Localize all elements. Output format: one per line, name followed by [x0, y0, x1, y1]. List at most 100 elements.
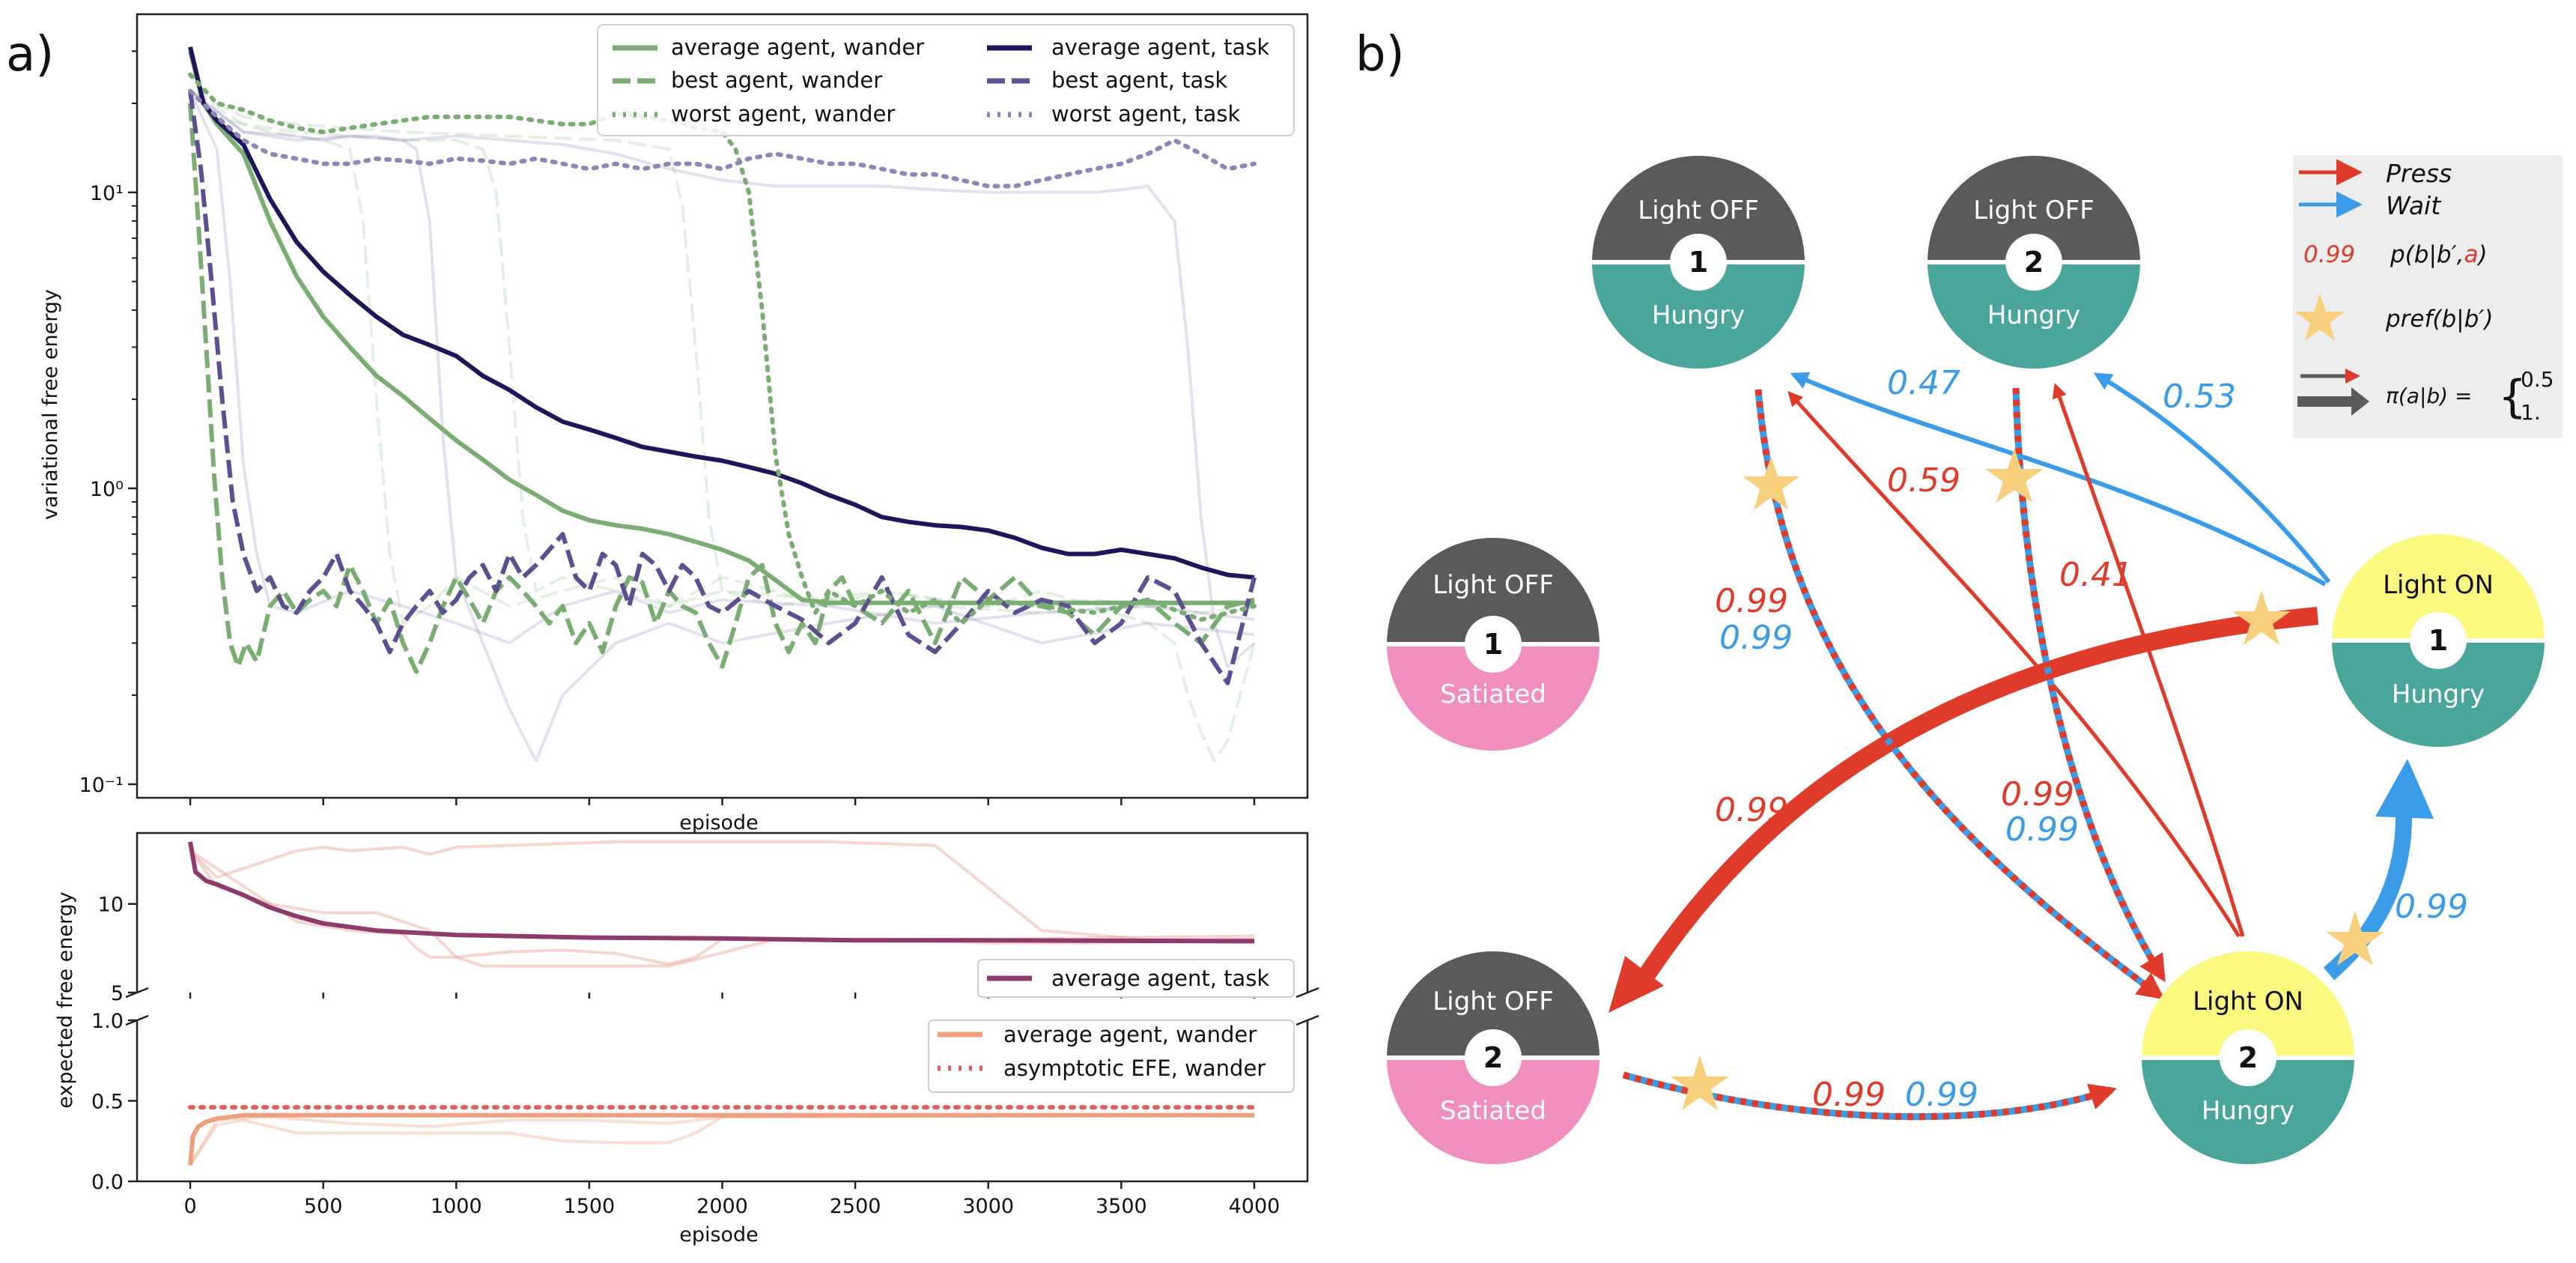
legend-star-icon: [2295, 294, 2345, 341]
panel-label-a: a): [6, 27, 54, 82]
preference-stars: [1671, 448, 2384, 1110]
transition-labels: 0.47 0.53 0.59 0.41 0.99 0.99 0.99 0.99 …: [1715, 364, 2468, 1114]
legend-label-worst-task: worst agent, task: [1051, 101, 1241, 127]
y-tick-label: 0.5: [91, 1091, 124, 1114]
prob-label: 0.99: [2005, 811, 2079, 849]
series-line-average-agent-wander: [188, 50, 1254, 605]
node-top-half: [1928, 156, 2140, 262]
efe-top-frame: [136, 832, 1309, 993]
series-line-wander-agent-faint-1: [189, 90, 1255, 625]
node-bottom-half: [2332, 640, 2545, 747]
legend-label-avg-task: average agent, task: [1051, 34, 1269, 60]
node-light-label: Light OFF: [1433, 570, 1554, 600]
state-diagram: 0.47 0.53 0.59 0.41 0.99 0.99 0.99 0.99 …: [1387, 155, 2563, 1164]
series-line-task-agent-faint-1: [189, 90, 1255, 645]
vfe-ticks: 10⁻¹ 10⁰ 10¹: [79, 50, 1256, 805]
x-tick-label: 500: [304, 1195, 343, 1218]
efe-top-legend-box: [977, 959, 1295, 998]
series-line-average-agent-task: [188, 46, 1255, 580]
legend-policy-brace: {: [2498, 371, 2527, 423]
panel-label-b: b): [1355, 27, 1405, 82]
prob-label: 0.53: [2163, 378, 2236, 416]
x-tick-label: 0: [183, 1195, 196, 1218]
node-index: 1: [1689, 246, 1708, 279]
series-line-wander-agent-faint-2: [189, 89, 1256, 763]
efe-xlabel: episode: [679, 1223, 759, 1247]
legend-policy-value-low: 0.5: [2521, 367, 2554, 392]
efe-ylabel: expected free energy: [54, 891, 77, 1109]
preference-star-icon: [1985, 448, 2044, 503]
series-line-task-agent-faint-3: [189, 90, 1256, 668]
efe-bottom-series-group: [188, 1105, 1257, 1166]
node-state-label: Hungry: [2202, 1096, 2294, 1126]
state-node-off2-satiated: Light OFF 2 Satiated: [1387, 951, 1600, 1164]
node-index: 2: [2024, 246, 2044, 279]
legend-thick-policy-arrow-icon: [2297, 387, 2369, 416]
prob-label: 0.47: [1887, 364, 1960, 402]
node-state-label: Hungry: [1987, 300, 2080, 330]
node-top-half: [2142, 951, 2354, 1058]
node-state-label: Satiated: [1440, 679, 1546, 709]
legend-example-prob: 0.99: [2303, 241, 2355, 268]
prob-label: 0.99: [1715, 791, 1788, 829]
legend-label-best-wander: best agent, wander: [671, 67, 882, 93]
legend-label-efe-asymptotic: asymptotic EFE, wander: [1003, 1055, 1266, 1081]
prob-label: 0.41: [2059, 556, 2133, 594]
diagram-legend: Press Wait 0.99 p(b|b′,a) pref(b|b′) π(a…: [2293, 155, 2563, 438]
prob-label: 0.99: [1905, 1076, 1978, 1114]
efe-top-series-group: [188, 840, 1255, 968]
axis-break-mark: [1295, 987, 1319, 999]
node-bottom-half: [1387, 644, 1600, 751]
y-tick-label: 1.0: [91, 1010, 124, 1033]
series-line-average-agent-wander: [188, 1112, 1254, 1166]
x-tick-label: 1500: [564, 1195, 616, 1218]
series-line-best-agent-task: [188, 91, 1257, 685]
press-policy-arrow-on1-to-off2sat: [1640, 607, 2319, 979]
x-tick-label: 2500: [830, 1195, 881, 1218]
state-node-on1-hungry: Light ON 1 Hungry: [2332, 534, 2545, 747]
node-top-half: [1592, 156, 1805, 262]
node-index: 2: [2238, 1041, 2258, 1074]
node-state-label: Hungry: [1652, 300, 1745, 330]
efe-bottom-legend: average agent, wander asymptotic EFE, wa…: [928, 1020, 1295, 1093]
node-light-label: Light OFF: [1973, 196, 2094, 225]
y-tick-label: 10¹: [90, 182, 124, 205]
preference-star-icon: [1743, 456, 1799, 510]
efe-ticks: 0 500 1000 1500 2000 2500 3000 3500 4000 5 10 0.0 0.…: [91, 894, 1280, 1218]
vfe-ylabel: variational free energy: [39, 289, 62, 520]
vfe-series-group: [188, 46, 1257, 763]
legend-press-label: Press: [2386, 159, 2452, 188]
legend-prob-formula: p(b|b′,a): [2390, 241, 2488, 268]
vfe-xlabel: episode: [679, 811, 759, 835]
series-line-task-agent-faint-1: [189, 840, 1254, 941]
vfe-chart: 10⁻¹ 10⁰ 10¹ episode variational free ener…: [39, 13, 1309, 835]
efe-chart: 0 500 1000 1500 2000 2500 3000 3500 4000 5 10 0.0 0.…: [54, 832, 1319, 1247]
node-state-label: Satiated: [1440, 1096, 1546, 1126]
prob-label: 0.99: [1715, 582, 1788, 620]
legend-policy-value-high: 1.: [2521, 400, 2541, 425]
series-line-worst-agent-wander: [188, 72, 1257, 626]
node-index: 1: [1483, 628, 1503, 661]
x-tick-label: 2000: [696, 1195, 748, 1218]
wait-arrow-on1-to-off2: [2093, 372, 2331, 584]
series-line-wander-agent-faint-2: [189, 1113, 1255, 1166]
axis-break-mark: [1295, 1014, 1319, 1026]
state-nodes: Light OFF 1 Hungry Light OFF 2 Hungry: [1387, 156, 2545, 1164]
series-line-task-agent-faint-3: [189, 849, 1255, 966]
efe-top-legend: average agent, task: [977, 959, 1295, 998]
state-node-off2-hungry: Light OFF 2 Hungry: [1928, 156, 2140, 369]
y-tick-label: 10⁰: [90, 478, 124, 501]
node-bottom-half: [2142, 1058, 2354, 1164]
series-line-wander-agent-faint-1: [189, 1113, 1255, 1166]
legend-label-efe-avg-task: average agent, task: [1051, 966, 1269, 991]
node-state-label: Hungry: [2392, 679, 2485, 709]
node-light-label: Light OFF: [1638, 196, 1759, 225]
node-bottom-half: [1928, 262, 2140, 369]
press-arrow-on2-to-off1: [1787, 391, 2241, 938]
wait-policy-arrowhead: [2375, 759, 2434, 819]
legend-label-avg-wander: average agent, wander: [671, 34, 924, 60]
y-tick-label: 10⁻¹: [79, 774, 124, 797]
x-tick-label: 4000: [1229, 1195, 1281, 1218]
series-line-worst-agent-task: [188, 88, 1257, 189]
